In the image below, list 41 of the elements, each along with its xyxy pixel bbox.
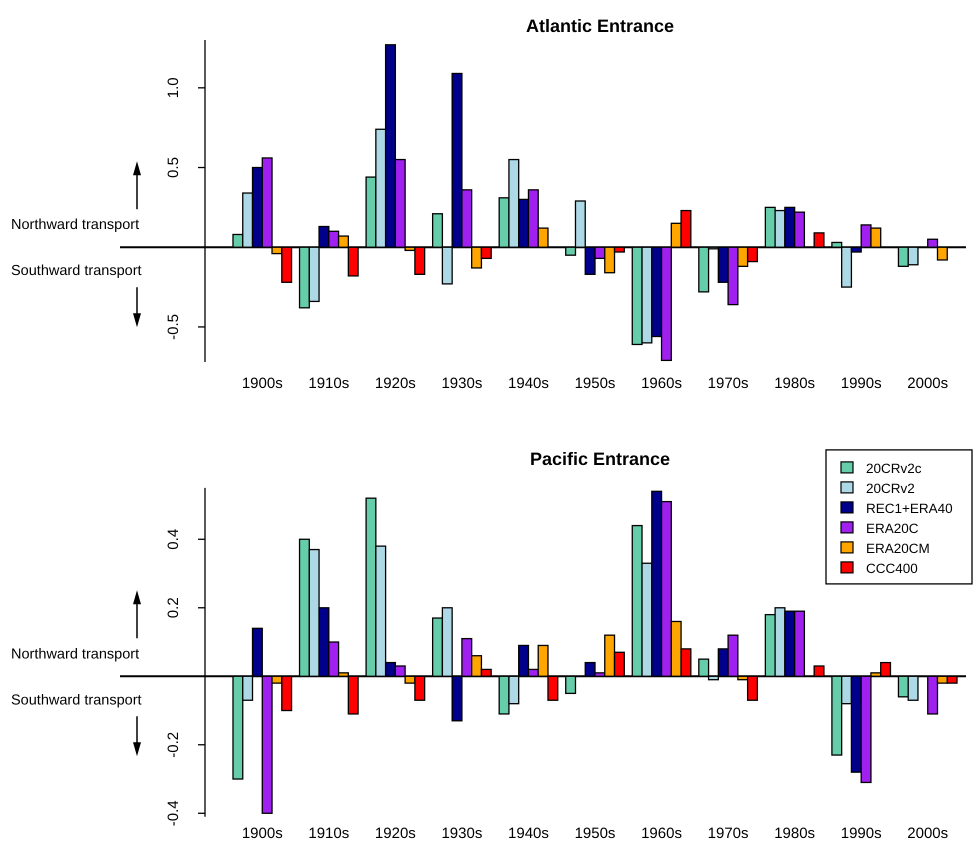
x-tick-label: 1970s	[708, 825, 749, 842]
text: Southward transport	[11, 692, 142, 708]
chart-title: Pacific Entrance	[530, 449, 670, 469]
x-tick-label: 1980s	[774, 375, 816, 392]
x-tick-label: 1910s	[308, 375, 350, 392]
x-tick-label: 1940s	[508, 375, 549, 392]
x-tick-label: 1980s	[774, 825, 816, 842]
legend-label: ERA20CM	[866, 540, 930, 556]
x-tick-label: 1930s	[441, 375, 482, 392]
x-tick-label: 1990s	[840, 375, 882, 392]
legend-label: 20CRv2	[866, 480, 915, 496]
x-tick-label: 1970s	[708, 375, 749, 392]
x-tick-label: 1960s	[641, 375, 682, 392]
y-tick-label: -0.2	[165, 732, 182, 758]
y-tick-label: 1.0	[165, 77, 182, 98]
x-tick-label: 1910s	[308, 825, 350, 842]
x-tick-label: 1900s	[242, 825, 283, 842]
text: Northward transport	[11, 646, 140, 662]
legend-label: ERA20C	[866, 520, 919, 536]
x-tick-label: 1960s	[641, 825, 682, 842]
x-tick-label: 1900s	[242, 375, 283, 392]
text: Northward transport	[11, 217, 140, 234]
legend-label: 20CRv2c	[866, 460, 922, 476]
x-tick-label: 1990s	[840, 825, 882, 842]
y-tick-label: 0.2	[165, 597, 182, 618]
x-tick-label: 1920s	[374, 375, 416, 392]
y-tick-label: -0.5	[165, 314, 182, 340]
x-tick-label: 2000s	[907, 375, 948, 392]
x-tick-label: 1950s	[574, 825, 616, 842]
x-tick-label: 1930s	[441, 825, 482, 842]
x-tick-label: 2000s	[907, 825, 948, 842]
x-tick-label: 1950s	[574, 375, 616, 392]
y-tick-label: 0.5	[165, 157, 182, 178]
x-tick-label: 1920s	[374, 825, 416, 842]
text: Southward transport	[11, 263, 142, 280]
y-tick-label: 0.4	[165, 528, 182, 550]
y-tick-label: -0.4	[165, 800, 182, 826]
legend-label: CCC400	[866, 560, 918, 576]
x-tick-label: 1940s	[508, 825, 549, 842]
chart-title: Atlantic Entrance	[526, 16, 674, 36]
legend-label: REC1+ERA40	[866, 500, 953, 516]
